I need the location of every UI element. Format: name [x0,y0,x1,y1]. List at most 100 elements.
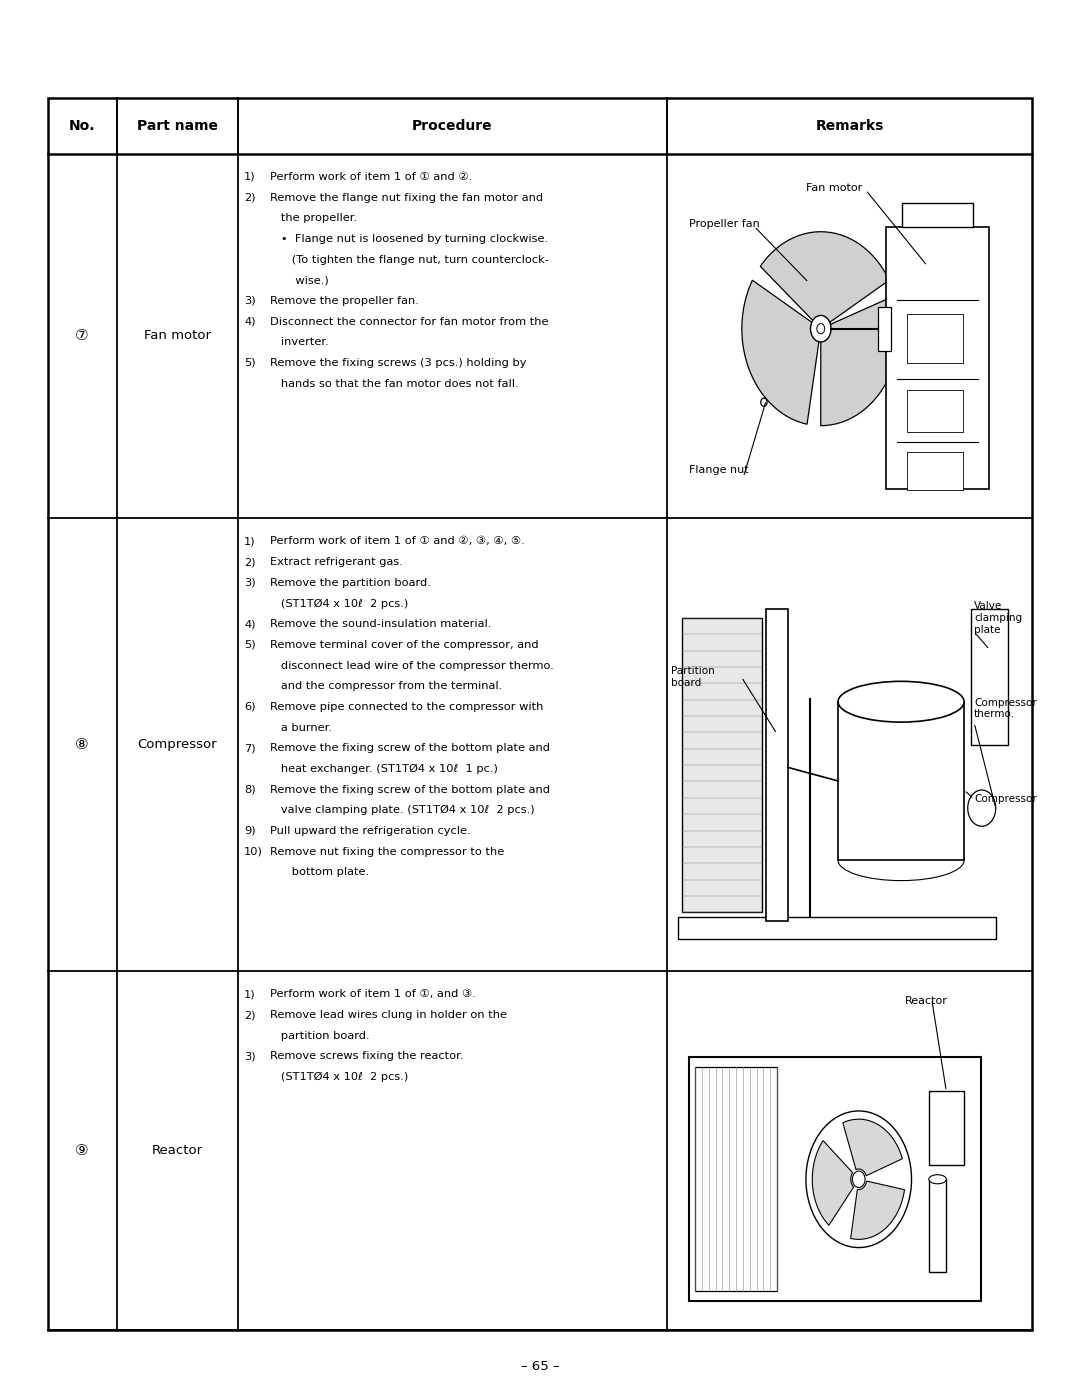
Text: Partition
board: Partition board [671,666,715,687]
Text: ⑧: ⑧ [76,738,89,752]
Text: Remove nut fixing the compressor to the: Remove nut fixing the compressor to the [270,847,504,856]
Text: (To tighten the flange nut, turn counterclock-: (To tighten the flange nut, turn counter… [270,254,549,264]
Bar [907,314,963,363]
Bar [689,1058,982,1301]
Text: 3): 3) [244,1052,256,1062]
Text: a burner.: a burner. [270,722,332,732]
Circle shape [760,398,767,407]
Text: Pull upward the refrigeration cycle.: Pull upward the refrigeration cycle. [270,826,471,835]
Bar [766,609,788,922]
Text: Remove the fixing screws (3 pcs.) holding by: Remove the fixing screws (3 pcs.) holdin… [270,358,527,367]
Text: hands so that the fan motor does not fall.: hands so that the fan motor does not fal… [270,379,518,388]
Polygon shape [760,232,889,323]
Text: 6): 6) [244,701,256,712]
Text: the propeller.: the propeller. [270,214,357,224]
Text: •  Flange nut is loosened by turning clockwise.: • Flange nut is loosened by turning cloc… [270,233,549,244]
Text: Extract refrigerant gas.: Extract refrigerant gas. [270,557,403,567]
Text: Compressor: Compressor [974,793,1037,805]
Text: 1): 1) [244,989,256,999]
Text: Flange nut: Flange nut [689,465,748,475]
Text: ⑨: ⑨ [76,1143,89,1158]
Polygon shape [842,1119,903,1176]
Text: inverter.: inverter. [270,337,328,348]
Bar [887,226,988,489]
Polygon shape [812,1140,853,1225]
Text: Valve
clamping
plate: Valve clamping plate [974,601,1022,634]
Text: 4): 4) [244,317,256,327]
Text: bottom plate.: bottom plate. [270,868,369,877]
Circle shape [810,316,831,342]
Text: Perform work of item 1 of ① and ②, ③, ④, ⑤.: Perform work of item 1 of ① and ②, ③, ④,… [270,536,525,546]
Text: Compressor: Compressor [137,738,217,752]
Text: 2): 2) [244,193,256,203]
Text: Remove the propeller fan.: Remove the propeller fan. [270,296,419,306]
Text: and the compressor from the terminal.: and the compressor from the terminal. [270,682,502,692]
Text: Fan motor: Fan motor [144,330,211,342]
Text: 7): 7) [244,743,256,753]
Circle shape [806,1111,912,1248]
Polygon shape [851,1180,904,1239]
Ellipse shape [838,840,964,880]
Text: heat exchanger. (ST1TØ4 x 10ℓ  1 pc.): heat exchanger. (ST1TØ4 x 10ℓ 1 pc.) [270,764,498,774]
Text: Fan motor: Fan motor [806,183,863,193]
Text: wise.): wise.) [270,275,328,285]
Text: Propeller fan: Propeller fan [689,219,760,229]
Text: Remove the partition board.: Remove the partition board. [270,578,431,588]
Text: 5): 5) [244,640,256,650]
Text: 4): 4) [244,619,256,629]
Text: Remove pipe connected to the compressor with: Remove pipe connected to the compressor … [270,701,543,712]
Text: Reactor: Reactor [151,1144,203,1157]
Circle shape [852,1171,865,1187]
Text: Remove the sound-insulation material.: Remove the sound-insulation material. [270,619,491,629]
Bar [838,701,964,861]
Text: 9): 9) [244,826,256,835]
Text: 2): 2) [244,1010,256,1020]
Text: Remove the flange nut fixing the fan motor and: Remove the flange nut fixing the fan mot… [270,193,543,203]
Bar [929,1179,946,1271]
Bar [683,617,762,912]
Bar [48,98,1032,1330]
Text: ⑦: ⑦ [76,328,89,344]
Bar [878,307,891,351]
Text: Remove terminal cover of the compressor, and: Remove terminal cover of the compressor,… [270,640,539,650]
Ellipse shape [838,682,964,722]
Text: valve clamping plate. (ST1TØ4 x 10ℓ  2 pcs.): valve clamping plate. (ST1TØ4 x 10ℓ 2 pc… [270,805,535,816]
Polygon shape [821,296,900,426]
Text: Remove screws fixing the reactor.: Remove screws fixing the reactor. [270,1052,463,1062]
Text: Procedure: Procedure [413,119,492,133]
Text: Reactor: Reactor [905,996,947,1006]
Text: 2): 2) [244,557,256,567]
Text: Remove the fixing screw of the bottom plate and: Remove the fixing screw of the bottom pl… [270,743,550,753]
Circle shape [816,324,825,334]
Bar [678,916,996,939]
Bar [929,1091,963,1165]
Circle shape [968,791,996,826]
Text: Perform work of item 1 of ① and ②.: Perform work of item 1 of ① and ②. [270,172,472,182]
Text: 1): 1) [244,172,256,182]
Text: (ST1TØ4 x 10ℓ  2 pcs.): (ST1TØ4 x 10ℓ 2 pcs.) [270,598,408,609]
Text: Perform work of item 1 of ①, and ③.: Perform work of item 1 of ①, and ③. [270,989,476,999]
Text: Remarks: Remarks [815,119,885,133]
Text: 10): 10) [244,847,262,856]
Text: 8): 8) [244,785,256,795]
Text: 5): 5) [244,358,256,367]
Text: Remove lead wires clung in holder on the: Remove lead wires clung in holder on the [270,1010,507,1020]
Text: partition board.: partition board. [270,1031,369,1041]
Text: Remove the fixing screw of the bottom plate and: Remove the fixing screw of the bottom pl… [270,785,550,795]
Text: disconnect lead wire of the compressor thermo.: disconnect lead wire of the compressor t… [270,661,554,671]
Text: 3): 3) [244,578,256,588]
Bar [902,203,973,226]
Bar [907,453,963,490]
Text: (ST1TØ4 x 10ℓ  2 pcs.): (ST1TØ4 x 10ℓ 2 pcs.) [270,1071,408,1083]
Text: No.: No. [69,119,95,133]
Polygon shape [742,281,819,425]
Text: Compressor
thermo.: Compressor thermo. [974,697,1037,719]
Bar [971,609,1008,745]
Ellipse shape [929,1175,946,1183]
Bar [696,1067,777,1291]
Text: 1): 1) [244,536,256,546]
Bar [907,390,963,432]
Text: Part name: Part name [136,119,218,133]
Text: Disconnect the connector for fan motor from the: Disconnect the connector for fan motor f… [270,317,549,327]
Text: – 65 –: – 65 – [521,1359,559,1373]
